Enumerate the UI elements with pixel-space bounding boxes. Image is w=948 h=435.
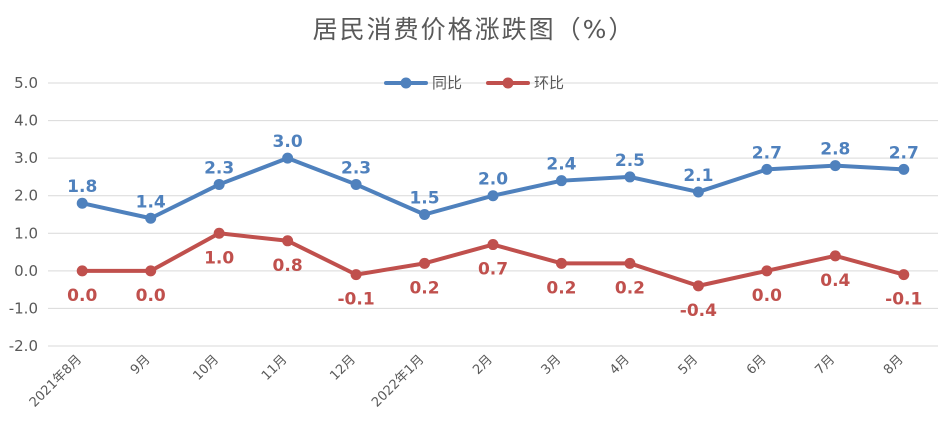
data-label: 1.5 bbox=[409, 189, 439, 209]
data-point bbox=[898, 269, 910, 281]
data-label: 0.0 bbox=[136, 286, 166, 306]
legend-swatch-marker bbox=[502, 77, 514, 89]
x-tick-label: 12月 bbox=[327, 352, 358, 383]
x-tick-label: 9月 bbox=[128, 352, 154, 378]
data-point bbox=[761, 265, 773, 277]
data-label: -0.1 bbox=[337, 290, 374, 310]
x-tick-label: 11月 bbox=[259, 352, 290, 383]
data-point bbox=[624, 171, 636, 183]
data-label: 1.4 bbox=[136, 192, 166, 212]
data-point bbox=[555, 257, 567, 269]
data-point bbox=[76, 197, 88, 209]
data-point bbox=[145, 265, 157, 277]
x-tick-label: 4月 bbox=[607, 352, 633, 378]
data-label: -0.4 bbox=[680, 301, 717, 321]
data-label: 2.3 bbox=[204, 158, 234, 178]
x-tick-label: 3月 bbox=[539, 352, 565, 378]
data-label: 1.8 bbox=[67, 177, 97, 197]
x-tick-label: 7月 bbox=[812, 352, 838, 378]
data-point bbox=[829, 250, 841, 262]
data-point bbox=[213, 227, 225, 239]
data-label: -0.1 bbox=[885, 290, 922, 310]
y-tick-label: 4.0 bbox=[14, 112, 38, 130]
y-tick-label: -2.0 bbox=[9, 337, 38, 355]
data-label: 0.8 bbox=[273, 256, 303, 276]
data-label: 2.4 bbox=[546, 155, 576, 175]
data-label: 2.1 bbox=[683, 166, 713, 186]
x-tick-label: 8月 bbox=[881, 352, 907, 378]
data-label: 0.0 bbox=[67, 286, 97, 306]
x-tick-label: 2022年1月 bbox=[369, 352, 427, 410]
data-point bbox=[761, 163, 773, 175]
data-label: 2.5 bbox=[615, 151, 645, 171]
data-label: 0.2 bbox=[615, 278, 645, 298]
y-tick-label: 5.0 bbox=[14, 74, 38, 92]
legend-label: 环比 bbox=[534, 74, 564, 92]
data-point bbox=[213, 178, 225, 190]
data-point bbox=[829, 160, 841, 172]
legend-label: 同比 bbox=[432, 74, 462, 92]
data-label: 2.7 bbox=[889, 143, 919, 163]
data-label: 2.7 bbox=[752, 143, 782, 163]
x-tick-label: 6月 bbox=[744, 352, 770, 378]
data-point bbox=[145, 212, 157, 224]
data-point bbox=[624, 257, 636, 269]
data-point bbox=[692, 280, 704, 292]
data-point bbox=[555, 175, 567, 187]
data-label: 0.0 bbox=[752, 286, 782, 306]
data-point bbox=[898, 163, 910, 175]
data-point bbox=[692, 186, 704, 198]
y-tick-label: 1.0 bbox=[14, 224, 38, 242]
data-label: 1.0 bbox=[204, 248, 234, 268]
data-label: 2.0 bbox=[478, 170, 508, 190]
data-point bbox=[350, 178, 362, 190]
data-label: 2.3 bbox=[341, 158, 371, 178]
data-point bbox=[282, 235, 294, 247]
data-label: 0.4 bbox=[820, 271, 850, 291]
y-tick-label: 2.0 bbox=[14, 187, 38, 205]
legend-swatch-marker bbox=[400, 77, 412, 89]
data-point bbox=[282, 152, 294, 164]
data-point bbox=[76, 265, 88, 277]
data-point bbox=[487, 239, 499, 251]
x-tick-label: 2月 bbox=[470, 352, 496, 378]
y-tick-label: -1.0 bbox=[9, 299, 38, 317]
chart-title: 居民消费价格涨跌图（%） bbox=[312, 15, 636, 44]
data-label: 0.2 bbox=[409, 278, 439, 298]
x-tick-label: 5月 bbox=[676, 352, 702, 378]
data-label: 2.8 bbox=[820, 140, 850, 160]
x-tick-label: 2021年8月 bbox=[27, 352, 85, 410]
data-label: 0.7 bbox=[478, 260, 508, 280]
y-tick-label: 3.0 bbox=[14, 149, 38, 167]
data-label: 3.0 bbox=[273, 132, 303, 152]
data-point bbox=[419, 209, 431, 220]
y-tick-label: 0.0 bbox=[14, 262, 38, 280]
data-point bbox=[419, 257, 431, 269]
x-tick-label: 10月 bbox=[190, 352, 221, 383]
data-point bbox=[487, 190, 499, 202]
data-point bbox=[350, 269, 362, 281]
data-label: 0.2 bbox=[546, 278, 576, 298]
